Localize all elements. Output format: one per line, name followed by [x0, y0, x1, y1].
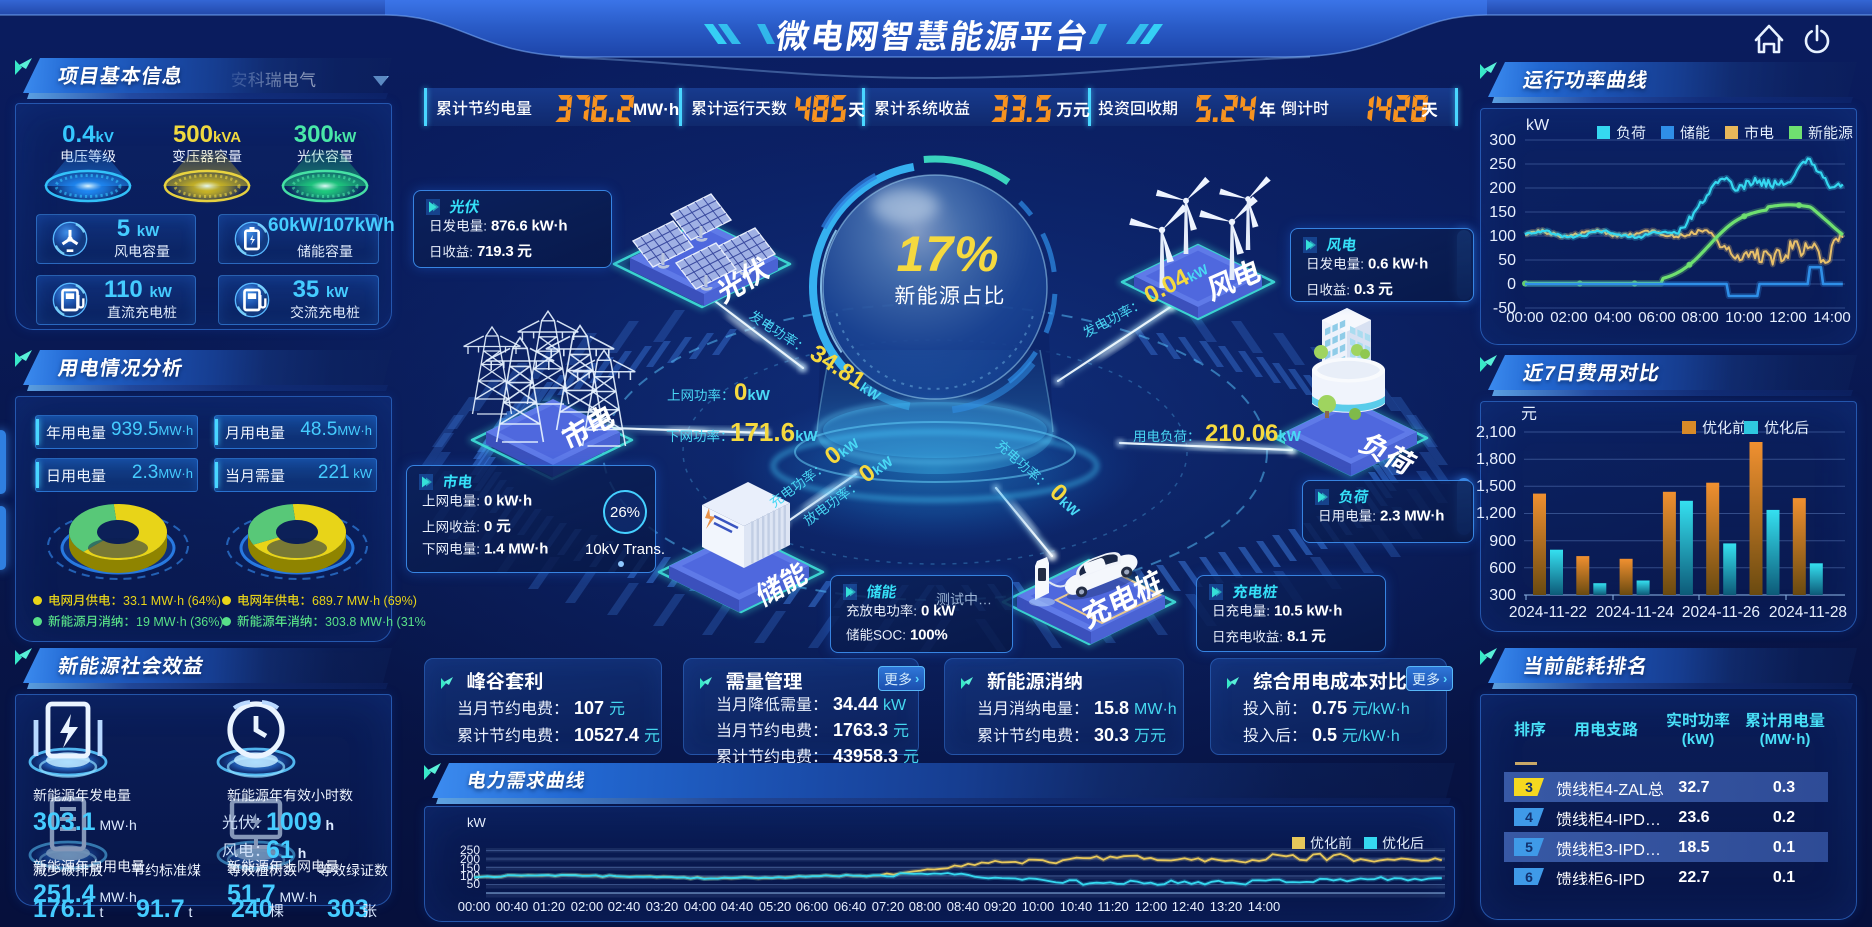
svg-text:13:20: 13:20: [1210, 899, 1243, 914]
svg-text:250: 250: [1489, 156, 1516, 173]
svg-text:2024-11-26: 2024-11-26: [1682, 604, 1760, 621]
svg-text:02:00: 02:00: [571, 899, 604, 914]
svg-text:14:00: 14:00: [1248, 899, 1281, 914]
svg-text:1,800: 1,800: [1476, 451, 1516, 468]
svg-text:10:40: 10:40: [1060, 899, 1093, 914]
svg-text:04:40: 04:40: [721, 899, 754, 914]
svg-text:0kW: 0kW: [734, 379, 771, 406]
svg-text:1,500: 1,500: [1476, 478, 1516, 495]
svg-text:06:40: 06:40: [834, 899, 867, 914]
svg-text:100: 100: [1489, 228, 1516, 245]
svg-text:10:00: 10:00: [1022, 899, 1055, 914]
svg-text:100: 100: [460, 869, 480, 883]
svg-text:300: 300: [1489, 132, 1516, 149]
svg-text:14:00: 14:00: [1813, 309, 1851, 326]
svg-text:900: 900: [1489, 533, 1516, 550]
svg-text:08:00: 08:00: [1681, 309, 1719, 326]
svg-text:kW: kW: [1526, 117, 1550, 134]
svg-text:0: 0: [1507, 276, 1516, 293]
svg-text:00:00: 00:00: [1506, 309, 1544, 326]
svg-text:04:00: 04:00: [1594, 309, 1632, 326]
svg-text:12:00: 12:00: [1769, 309, 1807, 326]
svg-text:50: 50: [467, 877, 481, 891]
svg-text:09:20: 09:20: [984, 899, 1017, 914]
svg-text:-50: -50: [1493, 300, 1516, 317]
svg-text:kW: kW: [467, 815, 487, 830]
svg-text:150: 150: [460, 861, 480, 875]
svg-text:02:40: 02:40: [608, 899, 641, 914]
svg-text:04:00: 04:00: [684, 899, 717, 914]
svg-text:1,200: 1,200: [1476, 505, 1516, 522]
svg-text:2024-11-22: 2024-11-22: [1509, 604, 1587, 621]
svg-text:08:40: 08:40: [947, 899, 980, 914]
svg-text:200: 200: [460, 852, 480, 866]
svg-text:11:20: 11:20: [1097, 899, 1129, 914]
svg-text:08:00: 08:00: [909, 899, 942, 914]
svg-text:171.6kW: 171.6kW: [730, 417, 818, 447]
svg-text:03:20: 03:20: [646, 899, 679, 914]
svg-text:07:20: 07:20: [872, 899, 905, 914]
svg-text:12:00: 12:00: [1135, 899, 1168, 914]
svg-text:17%: 17%: [896, 226, 999, 282]
svg-text:2024-11-28: 2024-11-28: [1769, 604, 1847, 621]
svg-text:06:00: 06:00: [1638, 309, 1676, 326]
svg-text:600: 600: [1489, 560, 1516, 577]
svg-text:150: 150: [1489, 204, 1516, 221]
svg-text:250: 250: [460, 843, 480, 857]
svg-text:300: 300: [1489, 587, 1516, 604]
svg-text:2024-11-24: 2024-11-24: [1596, 604, 1675, 621]
svg-text:01:20: 01:20: [533, 899, 566, 914]
svg-text:02:00: 02:00: [1550, 309, 1588, 326]
svg-text:00:00: 00:00: [458, 899, 491, 914]
svg-text:200: 200: [1489, 180, 1516, 197]
svg-text:12:40: 12:40: [1172, 899, 1205, 914]
svg-text:50: 50: [1498, 252, 1516, 269]
svg-text:2,100: 2,100: [1476, 424, 1516, 441]
svg-text:210.06kW: 210.06kW: [1205, 420, 1302, 447]
svg-text:00:40: 00:40: [496, 899, 529, 914]
svg-text:05:20: 05:20: [759, 899, 792, 914]
svg-text:10:00: 10:00: [1725, 309, 1763, 326]
svg-text:06:00: 06:00: [796, 899, 829, 914]
